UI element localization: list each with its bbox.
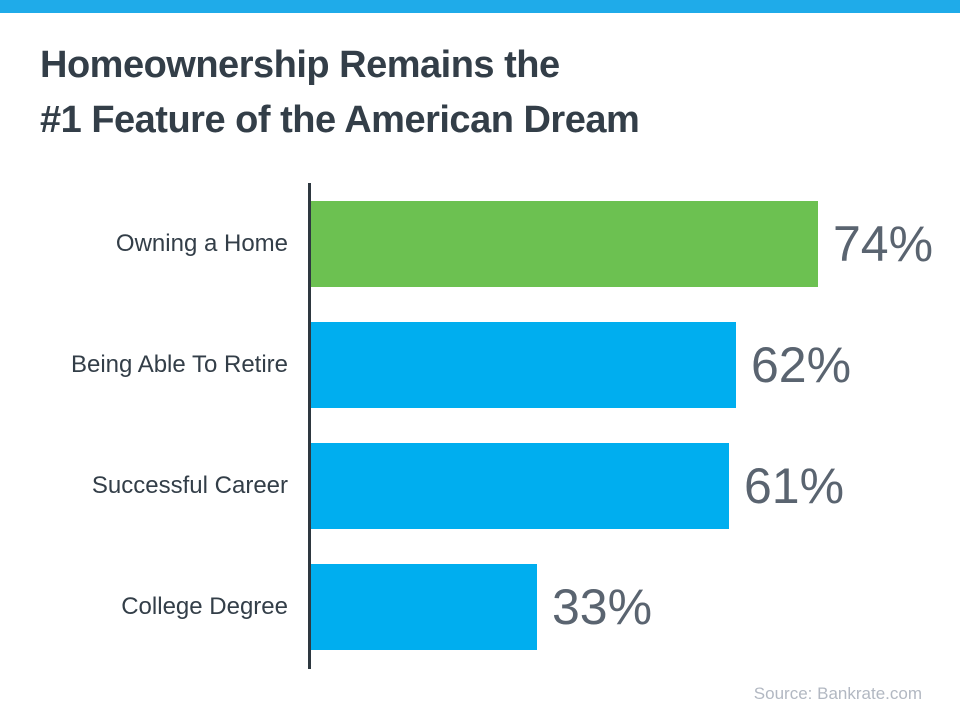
category-label: Successful Career xyxy=(91,471,288,499)
bar xyxy=(311,563,537,650)
bar-track: 74% xyxy=(311,200,934,287)
category-label: Owning a Home xyxy=(115,229,288,257)
bar-chart: Owning a Home 74% Being Able To Retire 62% S… xyxy=(0,183,960,669)
source-attribution: Source: Bankrate.com xyxy=(753,684,922,703)
bar xyxy=(311,200,818,287)
value-label: 74% xyxy=(833,215,934,272)
bar-track: 61% xyxy=(311,442,845,529)
page-title-line2: #1 Feature of the American Dream xyxy=(40,99,640,141)
chart-axis-line xyxy=(308,183,311,669)
bar-track: 62% xyxy=(311,321,852,408)
bar-row: Owning a Home 74% xyxy=(0,183,960,304)
bar-row: Successful Career 61% xyxy=(0,425,960,546)
bar xyxy=(311,442,729,529)
bar-row: Being Able To Retire 62% xyxy=(0,304,960,425)
category-label: College Degree xyxy=(121,592,288,620)
bar-row: College Degree 33% xyxy=(0,546,960,667)
value-label: 33% xyxy=(552,578,653,635)
value-label: 62% xyxy=(751,336,852,393)
bar xyxy=(311,321,736,408)
top-accent-bar xyxy=(0,0,960,13)
bar-track: 33% xyxy=(311,563,653,650)
category-label: Being Able To Retire xyxy=(70,350,288,378)
bar-rows: Owning a Home 74% Being Able To Retire 62% S… xyxy=(0,183,960,667)
page-title: Homeownership Remains the #1 Feature of … xyxy=(40,38,640,148)
page-title-line1: Homeownership Remains the xyxy=(40,44,560,86)
value-label: 61% xyxy=(744,457,845,514)
